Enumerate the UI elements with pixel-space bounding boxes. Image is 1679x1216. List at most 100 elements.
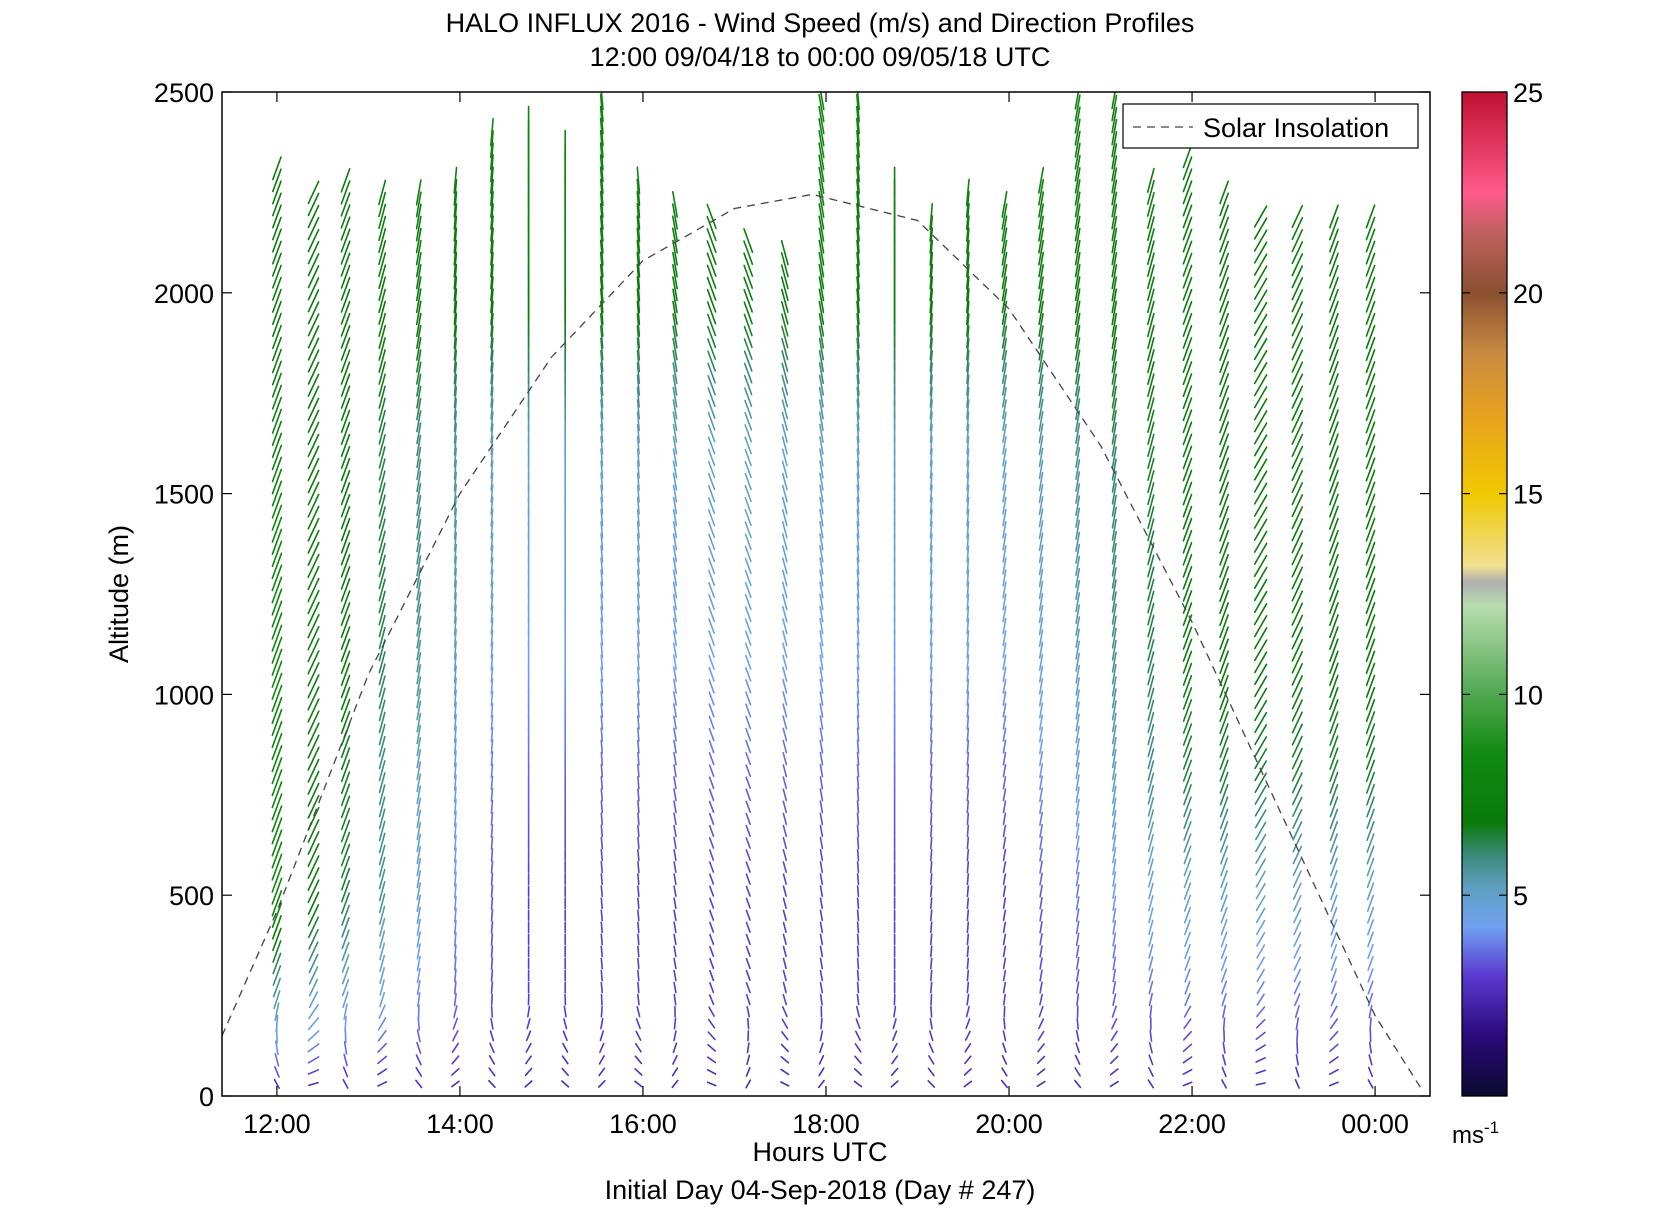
wind-vector xyxy=(1002,969,1007,982)
wind-vector xyxy=(378,373,386,397)
wind-vector xyxy=(308,1081,319,1087)
wind-vector xyxy=(271,216,282,241)
wind-vector xyxy=(1329,264,1339,289)
wind-vector xyxy=(1111,409,1117,433)
wind-vector xyxy=(672,263,678,290)
wind-vector xyxy=(637,788,640,802)
wind-vector xyxy=(818,399,824,420)
wind-vector xyxy=(636,715,640,730)
wind-vector xyxy=(1074,92,1080,110)
wind-vector xyxy=(600,666,604,683)
wind-vector xyxy=(526,1018,531,1030)
wind-vector xyxy=(1365,517,1376,542)
wind-vector xyxy=(378,735,386,758)
wind-vector xyxy=(1148,882,1154,900)
wind-vector xyxy=(600,654,604,671)
wind-vector xyxy=(1254,809,1267,829)
wind-vector xyxy=(271,180,282,205)
wind-vector xyxy=(966,800,970,814)
wind-vector xyxy=(490,508,494,527)
x-tick-label: 16:00 xyxy=(609,1109,677,1139)
wind-vector xyxy=(1147,809,1154,829)
wind-vector xyxy=(1291,433,1304,458)
wind-vector xyxy=(708,994,715,1006)
wind-vector xyxy=(965,263,970,290)
wind-vector xyxy=(1365,336,1376,362)
wind-vector xyxy=(1075,628,1080,648)
wind-vector xyxy=(1147,361,1155,386)
wind-vector xyxy=(966,581,970,599)
wind-vector xyxy=(966,860,970,874)
wind-vector xyxy=(745,800,752,814)
wind-vector xyxy=(490,288,494,314)
wind-vector xyxy=(453,373,458,397)
wind-vector xyxy=(1075,835,1080,851)
wind-vector xyxy=(416,712,422,733)
wind-vector xyxy=(415,276,422,302)
wind-vector xyxy=(271,612,283,640)
wind-vector xyxy=(781,593,788,611)
wind-vector xyxy=(598,1055,605,1065)
wind-vector xyxy=(782,885,787,897)
wind-vector xyxy=(378,699,386,722)
wind-vector xyxy=(781,350,789,373)
wind-vector xyxy=(929,836,933,850)
wind-vector xyxy=(1328,1068,1339,1075)
wind-vector xyxy=(1075,519,1081,540)
wind-vector xyxy=(1253,422,1268,445)
wind-vector xyxy=(415,1079,423,1089)
wind-vector xyxy=(1182,723,1193,746)
wind-vector xyxy=(1365,324,1376,350)
wind-vector xyxy=(453,398,458,421)
wind-vector xyxy=(451,1042,460,1053)
wind-vector xyxy=(1219,228,1229,253)
wind-vector xyxy=(1002,788,1007,802)
wind-vector xyxy=(379,942,386,961)
wind-vector xyxy=(1291,373,1304,397)
wind-vector xyxy=(708,824,715,838)
wind-vector xyxy=(1074,191,1081,218)
wind-vector xyxy=(1255,833,1267,853)
wind-vector xyxy=(307,770,320,795)
wind-vector xyxy=(745,993,751,1006)
wind-vector xyxy=(1111,554,1117,577)
wind-vector xyxy=(271,276,282,301)
wind-vector xyxy=(453,944,457,959)
wind-vector xyxy=(856,629,860,647)
wind-vector xyxy=(743,301,753,325)
wind-vector xyxy=(1038,276,1044,302)
wind-vector xyxy=(307,481,320,506)
wind-vector xyxy=(340,264,351,289)
wind-vector xyxy=(1291,385,1304,409)
wind-vector xyxy=(416,531,422,553)
wind-vector xyxy=(1329,820,1339,842)
wind-vector xyxy=(378,385,386,409)
wind-vector xyxy=(307,265,320,289)
wind-vector xyxy=(856,969,860,982)
wind-vector xyxy=(1039,702,1044,719)
wind-vector xyxy=(1219,324,1229,350)
wind-vector xyxy=(673,776,677,790)
wind-vector xyxy=(307,253,320,277)
wind-vector xyxy=(1329,577,1339,603)
wind-vector xyxy=(1182,252,1193,277)
wind-vector xyxy=(818,1054,825,1065)
wind-vector xyxy=(1147,457,1155,482)
wind-vector xyxy=(1075,640,1080,660)
wind-vector xyxy=(340,373,351,397)
wind-vector xyxy=(340,879,351,903)
wind-vector xyxy=(966,484,970,503)
wind-vector xyxy=(1365,433,1376,458)
wind-vector xyxy=(1002,800,1007,814)
wind-vector xyxy=(1219,240,1229,265)
wind-vector xyxy=(1147,675,1155,698)
wind-vector xyxy=(489,130,494,159)
wind-vector xyxy=(1329,252,1339,277)
wind-vector xyxy=(929,909,933,922)
wind-vector xyxy=(966,727,970,742)
colorbar-tick-label: 20 xyxy=(1513,279,1543,309)
colorbar-tick-label: 25 xyxy=(1513,78,1543,108)
wind-vector xyxy=(1329,1018,1339,1030)
wind-vector xyxy=(782,666,788,682)
wind-vector xyxy=(271,781,283,809)
